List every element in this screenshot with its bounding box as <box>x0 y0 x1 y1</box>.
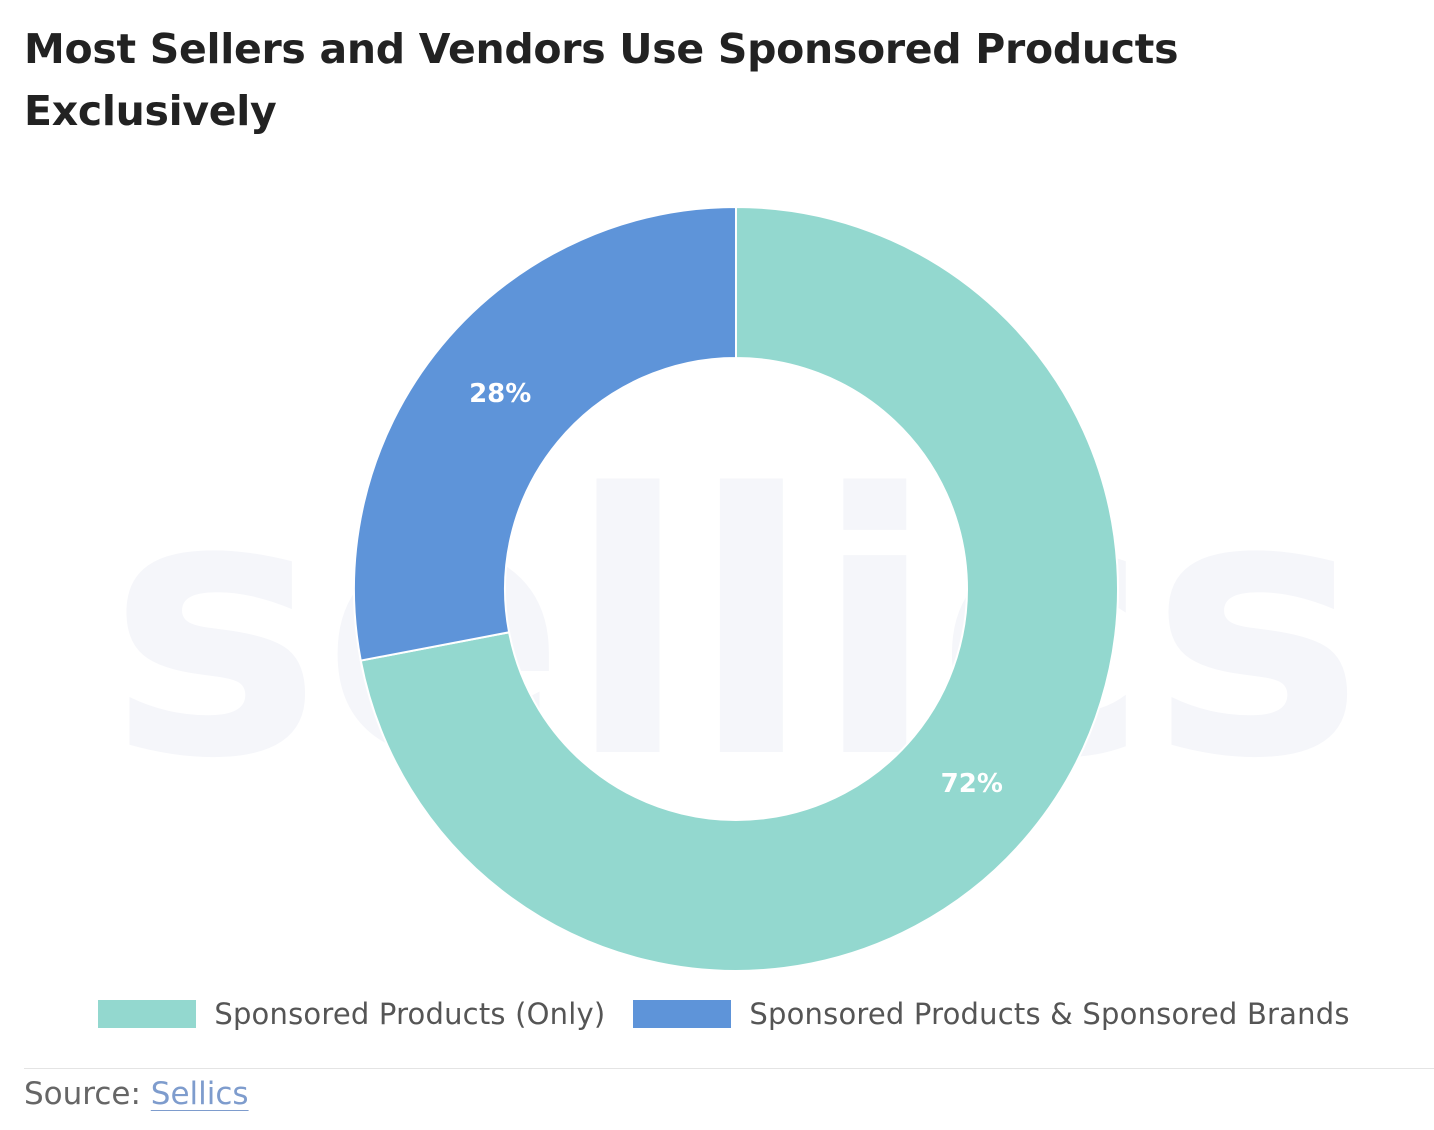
legend: Sponsored Products (Only) Sponsored Prod… <box>0 994 1434 1034</box>
source-line: Source: Sellics <box>24 1076 249 1112</box>
donut-slices <box>353 205 1119 972</box>
donut-slice-sponsored-products-and-brands[interactable] <box>353 205 737 662</box>
legend-item-sponsored-products-only[interactable]: Sponsored Products (Only) <box>98 997 605 1031</box>
legend-swatch <box>633 1000 732 1028</box>
legend-label: Sponsored Products & Sponsored Brands <box>749 997 1350 1031</box>
slice-data-label: 28% <box>469 379 531 409</box>
slice-data-label: 72% <box>941 769 1003 799</box>
legend-item-sponsored-products-and-brands[interactable]: Sponsored Products & Sponsored Brands <box>633 997 1349 1031</box>
legend-label: Sponsored Products (Only) <box>214 997 606 1031</box>
source-prefix: Source: <box>24 1076 141 1112</box>
donut-chart: sellics 72% 28% <box>108 205 1364 972</box>
chart-title: Most Sellers and Vendors Use Sponsored P… <box>24 25 1179 135</box>
donut-slice-sponsored-products-only[interactable] <box>359 205 1119 972</box>
legend-swatch <box>98 1000 197 1028</box>
watermark-logo: sellics <box>108 418 1364 837</box>
source-link[interactable]: Sellics <box>150 1076 249 1112</box>
donut-slice-labels: 72% 28% <box>469 379 1003 799</box>
footer-divider <box>24 1068 1434 1069</box>
